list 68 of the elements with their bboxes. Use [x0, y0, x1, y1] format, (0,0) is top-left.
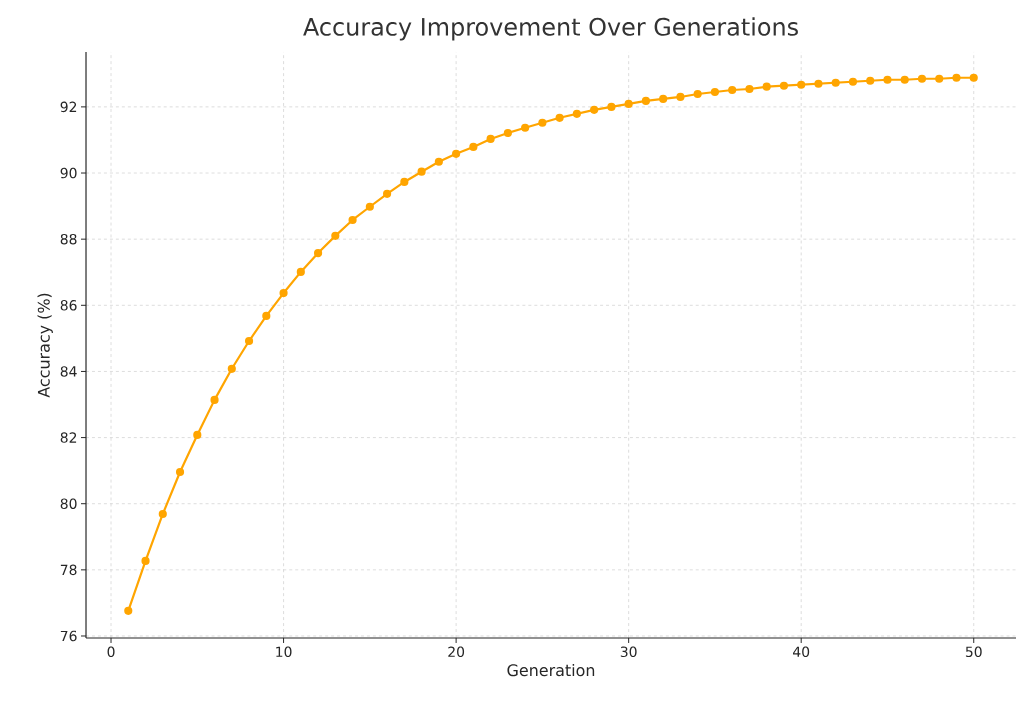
point [417, 167, 426, 176]
point [624, 99, 633, 108]
point [659, 94, 668, 104]
point [935, 74, 944, 83]
point [262, 311, 271, 320]
point [538, 118, 547, 127]
point [210, 395, 219, 404]
point [900, 75, 909, 84]
y-tick-label: 76 [60, 630, 77, 642]
point [607, 102, 616, 111]
point [848, 77, 858, 86]
point [193, 430, 202, 440]
point [158, 509, 167, 519]
point [124, 606, 133, 615]
x-tick-label: 20 [448, 646, 465, 658]
point [866, 76, 875, 85]
point [141, 556, 150, 566]
point [641, 96, 650, 106]
x-tick-label: 30 [620, 646, 637, 658]
point [728, 85, 737, 95]
y-tick-label: 84 [60, 366, 77, 377]
point [779, 81, 789, 90]
point [969, 73, 978, 82]
point [503, 128, 512, 138]
point [296, 267, 305, 276]
point [745, 84, 754, 94]
x-axis-title: Generation [507, 663, 595, 677]
x-tick-label: 0 [107, 646, 115, 658]
point [797, 80, 806, 89]
point [831, 78, 840, 87]
point [710, 87, 720, 97]
point [452, 149, 461, 158]
x-tick-label: 40 [793, 646, 810, 658]
point [434, 157, 443, 166]
point [917, 74, 927, 83]
point [693, 89, 702, 99]
point [676, 92, 685, 102]
point [383, 189, 392, 198]
point [227, 364, 236, 373]
y-tick-label: 86 [60, 300, 77, 311]
point [572, 109, 581, 118]
point [555, 113, 564, 122]
y-tick-label: 78 [60, 564, 77, 576]
y-axis-title: Accuracy (%) [37, 293, 53, 398]
point [279, 288, 288, 298]
point [331, 231, 340, 240]
point [883, 75, 892, 84]
y-tick-label: 88 [60, 233, 77, 245]
point [590, 105, 599, 114]
point [521, 123, 530, 132]
x-tick-label: 50 [965, 646, 982, 658]
point [313, 248, 323, 258]
point [365, 202, 374, 211]
point [348, 215, 357, 225]
y-tick-label: 82 [60, 432, 77, 443]
y-tick-label: 90 [60, 167, 77, 179]
point [486, 134, 495, 144]
point [244, 336, 254, 346]
chart-title: Accuracy Improvement Over Generations [303, 17, 798, 41]
point [952, 73, 961, 82]
point [762, 82, 771, 91]
point [814, 79, 823, 88]
y-tick-label: 80 [60, 498, 77, 509]
point [400, 177, 409, 187]
point [469, 142, 478, 151]
x-tick-label: 10 [276, 646, 292, 658]
y-tick-label: 92 [60, 101, 77, 113]
point [175, 467, 185, 477]
